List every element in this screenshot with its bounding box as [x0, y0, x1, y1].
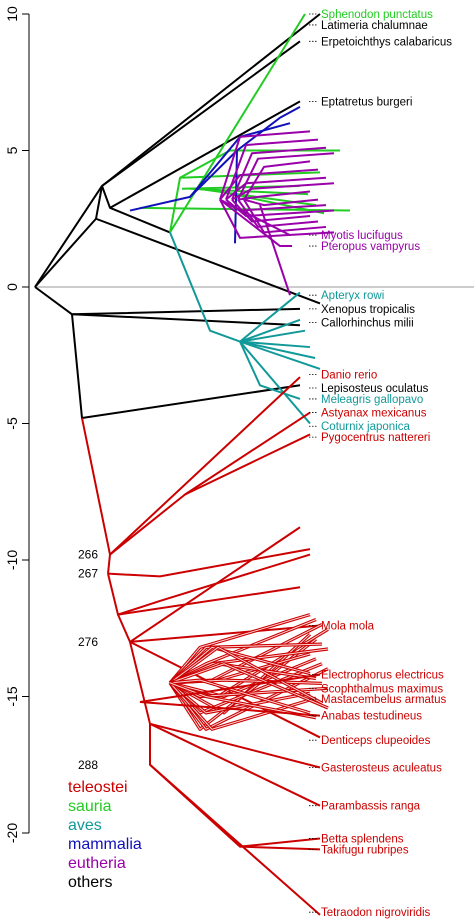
tree-branch	[231, 146, 327, 201]
tree-branch	[34, 286, 301, 316]
tree-branch	[219, 168, 319, 201]
tree-branch	[219, 198, 292, 248]
taxon-label: Gasterosteus aculeatus	[321, 762, 442, 774]
taxon-label: Pteropus vampyrus	[321, 241, 420, 253]
tree-branch-highlight	[169, 663, 329, 709]
y-axis: -20 -15 -10 -5 0 5 10	[4, 6, 30, 843]
taxon-label: Meleagris gallopavo	[321, 394, 423, 406]
tree-branch	[239, 341, 301, 400]
tree-branch-highlight	[169, 682, 311, 714]
tree-branch-highlight	[169, 646, 323, 704]
tree-branch	[149, 764, 321, 916]
tree-branch	[239, 340, 321, 370]
y-tick-label: 5	[4, 146, 20, 154]
tree-branch	[139, 673, 321, 703]
taxon-label: Coturnix japonica	[321, 421, 410, 433]
taxon-label: Lepisosteus oculatus	[321, 383, 429, 395]
legend-entry: others	[68, 874, 112, 891]
tree-branch	[239, 318, 301, 343]
tree-branch	[149, 722, 321, 769]
legend-entry: eutheria	[68, 855, 126, 872]
node-label: 267	[78, 567, 98, 581]
tree-branch-highlight	[169, 679, 311, 714]
legend-entry: teleostei	[68, 779, 128, 796]
tree-branch	[259, 204, 291, 296]
taxon-label: Parambassis ranga	[321, 801, 421, 813]
taxon-label: Erpetoichthys calabaricus	[321, 36, 452, 48]
y-tick-label: -5	[4, 417, 20, 430]
tree-branch	[239, 340, 316, 359]
tree-branch	[139, 700, 321, 717]
tree-branch	[184, 433, 311, 496]
taxon-label: Denticeps clupeoides	[321, 735, 431, 747]
tree-branch-highlight	[169, 682, 317, 719]
tree-branch	[225, 138, 319, 200]
tree-branch	[117, 586, 301, 616]
taxon-label: Pygocentrus nattereri	[321, 432, 430, 444]
taxon-label: Xenopus tropicalis	[321, 304, 415, 316]
tree-branch	[219, 198, 291, 237]
tree-branch	[231, 198, 311, 223]
legend-entry: sauria	[68, 798, 112, 815]
taxon-label: Latimeria chalumnae	[321, 20, 428, 32]
taxon-label: Astyanax mexicanus	[321, 408, 427, 420]
node-label: 276	[78, 635, 98, 649]
tree-branch	[239, 340, 311, 425]
node-labels: 266 267 276 288	[78, 548, 98, 772]
legend-entry: aves	[68, 817, 102, 834]
y-tick-label: 10	[4, 6, 20, 22]
tree-branches	[34, 13, 351, 916]
tree-branch	[243, 198, 319, 207]
tree-branch-highlight	[169, 682, 317, 730]
tree-branch	[239, 340, 311, 349]
tree-branch	[169, 232, 301, 343]
tree-branch	[219, 130, 311, 200]
tree-branch	[219, 199, 335, 239]
tree-branch	[225, 176, 327, 201]
taxon-label: Tetraodon nigroviridis	[321, 907, 431, 919]
tree-branch	[109, 376, 301, 556]
taxon-label: Scophthalmus maximus	[321, 683, 443, 695]
y-tick-label: 0	[4, 283, 20, 291]
taxon-label: Anabas testudineus	[321, 711, 422, 723]
node-label: 288	[78, 758, 98, 772]
tree-branch	[107, 548, 311, 578]
tree-branch	[129, 624, 321, 643]
taxon-label: Myotis lucifugus	[321, 230, 403, 242]
tree-branch	[237, 190, 311, 201]
taxon-label: Electrophorus electricus	[321, 670, 444, 682]
legend-entry: mammalia	[68, 836, 142, 853]
tree-branch	[107, 553, 311, 616]
y-tick-label: -10	[4, 550, 20, 570]
tree-branch	[237, 199, 319, 228]
tree-branch	[231, 182, 335, 201]
y-tick-label: -20	[4, 823, 20, 843]
taxon-label: Betta splendens	[321, 833, 404, 845]
taxon-label: Danio rerio	[321, 369, 377, 381]
taxon-label: Eptatretus burgeri	[321, 96, 412, 108]
tree-branch	[34, 40, 301, 288]
tree-branch	[237, 152, 335, 201]
legend: teleostei sauria aves mammalia eutheria other…	[68, 779, 142, 891]
tree-branch	[95, 185, 103, 219]
taxon-label: Takifugu rubripes	[321, 844, 409, 856]
tree-branch	[243, 199, 327, 234]
taxon-label: Callorhinchus milii	[321, 317, 414, 329]
taxon-label: Mastacembelus armatus	[321, 694, 447, 706]
node-label: 266	[78, 548, 98, 562]
tree-branch	[109, 206, 171, 234]
taxon-label: Sphenodon punctatus	[321, 9, 433, 21]
taxon-label: Mola mola	[321, 621, 375, 633]
tree-branch	[239, 329, 306, 343]
tree-branch	[149, 722, 321, 807]
tree-branch	[239, 837, 321, 848]
taxon-label: Apteryx rowi	[321, 290, 384, 302]
tree-branch	[101, 13, 321, 187]
y-tick-label: -15	[4, 686, 20, 706]
tree-branch	[169, 13, 306, 233]
tree-branch	[71, 314, 301, 420]
